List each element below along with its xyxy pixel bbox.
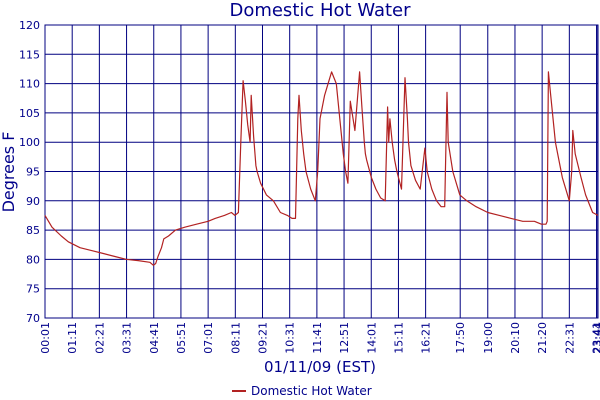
x-tick-label: 01:11 (66, 322, 79, 354)
chart-title: Domestic Hot Water (229, 0, 411, 21)
y-tick-label: 90 (26, 195, 40, 208)
y-tick-label: 80 (26, 253, 40, 266)
x-tick-label: 02:21 (93, 322, 106, 354)
legend-label: Domestic Hot Water (251, 384, 372, 398)
y-tick-label: 100 (19, 136, 40, 149)
x-tick-label: 12:51 (338, 322, 351, 354)
x-tick-label: 05:51 (175, 322, 188, 354)
plot-frame (44, 24, 599, 319)
x-tick-label: 16:21 (420, 322, 433, 354)
x-tick-label: 11:41 (311, 322, 324, 354)
series-line-0 (44, 71, 599, 266)
y-tick-label: 95 (26, 166, 40, 179)
x-tick-label: 20:10 (509, 322, 522, 354)
x-tick-label: 14:01 (365, 322, 378, 354)
x-tick-label: 23:44 (592, 322, 600, 354)
series-layer (44, 71, 599, 266)
legend: Domestic Hot Water (232, 384, 372, 398)
x-axis-label: 01/11/09 (EST) (264, 358, 376, 376)
y-tick-label: 110 (19, 78, 40, 91)
x-tick-label: 19:00 (482, 322, 495, 354)
x-tick-label: 07:01 (202, 322, 215, 354)
y-tick-label: 115 (19, 48, 40, 61)
x-tick-label: 04:41 (148, 322, 161, 354)
x-tick-label: 15:11 (392, 322, 405, 354)
x-tick-label: 08:11 (229, 322, 242, 354)
y-tick-label: 85 (26, 224, 40, 237)
x-tick-label: 00:01 (39, 322, 52, 354)
plot-grid (44, 24, 599, 319)
x-tick-label: 03:31 (121, 322, 134, 354)
y-axis-ticks: 70 75 80 85 90 95 100 105 110 115 120 (19, 19, 40, 325)
y-tick-label: 70 (26, 312, 40, 325)
x-tick-label: 10:31 (284, 322, 297, 354)
y-tick-label: 75 (26, 283, 40, 296)
x-tick-label: 21:20 (536, 322, 549, 354)
x-axis-ticks: 00:01 01:11 02:21 03:31 04:41 05:51 07:01 08:11… (39, 322, 600, 354)
y-axis-label: Degrees F (0, 132, 18, 213)
y-tick-label: 105 (19, 107, 40, 120)
x-tick-label: 09:21 (256, 322, 269, 354)
x-tick-label: 17:50 (454, 322, 467, 354)
x-tick-label: 22:31 (563, 322, 576, 354)
x-tick-label: 23:41 (591, 322, 600, 354)
y-tick-label: 120 (19, 19, 40, 32)
